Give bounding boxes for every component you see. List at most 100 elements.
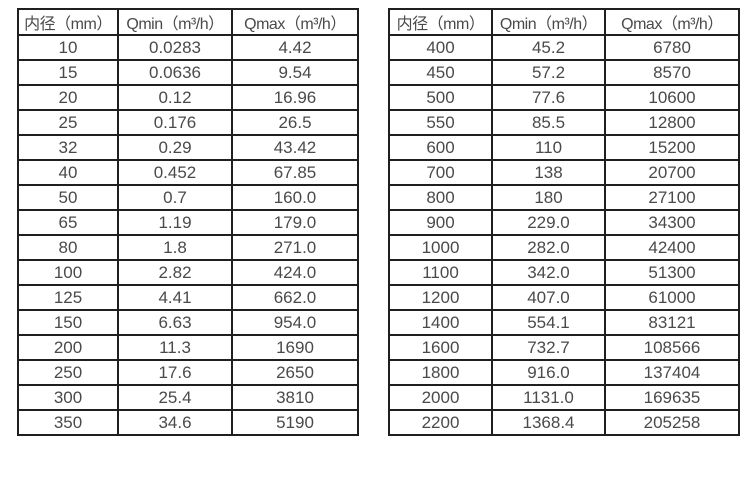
table-row: 2000 1131.0 169635: [388, 384, 740, 411]
table-header-row: 内径（mm） Qmin（m³/h） Qmax（m³/h）: [388, 8, 740, 36]
table-row: 40 0.452 67.85: [17, 159, 359, 186]
table-row: 800 180 27100: [388, 184, 740, 211]
table-row: 350 34.6 5190: [17, 409, 359, 436]
table-cell: 10600: [604, 84, 740, 111]
table-row: 600 110 15200: [388, 134, 740, 161]
table-cell: 2200: [388, 409, 493, 436]
table-cell: 43.42: [231, 134, 359, 161]
table-cell: 6780: [604, 34, 740, 61]
table-row: 500 77.6 10600: [388, 84, 740, 111]
table-cell: 400: [388, 34, 493, 61]
header-inner-diameter: 内径（mm）: [17, 8, 119, 36]
table-cell: 20700: [604, 159, 740, 186]
table-cell: 3810: [231, 384, 359, 411]
table-cell: 500: [388, 84, 493, 111]
table-cell: 34300: [604, 209, 740, 236]
table-cell: 25: [17, 109, 119, 136]
table-cell: 0.176: [117, 109, 233, 136]
table-cell: 0.0636: [117, 59, 233, 86]
table-row: 1600 732.7 108566: [388, 334, 740, 361]
table-row: 550 85.5 12800: [388, 109, 740, 136]
table-cell: 2000: [388, 384, 493, 411]
table-cell: 1200: [388, 284, 493, 311]
table-cell: 1800: [388, 359, 493, 386]
table-row: 20 0.12 16.96: [17, 84, 359, 111]
table-cell: 1400: [388, 309, 493, 336]
table-row: 10 0.0283 4.42: [17, 34, 359, 61]
table-cell: 34.6: [117, 409, 233, 436]
table-cell: 160.0: [231, 184, 359, 211]
table-cell: 8570: [604, 59, 740, 86]
table-row: 1800 916.0 137404: [388, 359, 740, 386]
table-cell: 600: [388, 134, 493, 161]
table-row: 65 1.19 179.0: [17, 209, 359, 236]
table-cell: 61000: [604, 284, 740, 311]
table-row: 2200 1368.4 205258: [388, 409, 740, 436]
table-cell: 1.8: [117, 234, 233, 261]
table-row: 150 6.63 954.0: [17, 309, 359, 336]
table-header-row: 内径（mm） Qmin（m³/h） Qmax（m³/h）: [17, 8, 359, 36]
table-cell: 150: [17, 309, 119, 336]
table-cell: 271.0: [231, 234, 359, 261]
table-cell: 137404: [604, 359, 740, 386]
table-cell: 200: [17, 334, 119, 361]
table-row: 1200 407.0 61000: [388, 284, 740, 311]
table-cell: 40: [17, 159, 119, 186]
table-cell: 662.0: [231, 284, 359, 311]
table-cell: 250: [17, 359, 119, 386]
table-cell: 1690: [231, 334, 359, 361]
table-cell: 916.0: [491, 359, 606, 386]
table-cell: 0.29: [117, 134, 233, 161]
table-cell: 700: [388, 159, 493, 186]
table-cell: 27100: [604, 184, 740, 211]
table-cell: 300: [17, 384, 119, 411]
table-cell: 83121: [604, 309, 740, 336]
table-cell: 25.4: [117, 384, 233, 411]
table-cell: 0.0283: [117, 34, 233, 61]
table-row: 80 1.8 271.0: [17, 234, 359, 261]
table-cell: 20: [17, 84, 119, 111]
table-row: 1100 342.0 51300: [388, 259, 740, 286]
table-row: 200 11.3 1690: [17, 334, 359, 361]
table-cell: 800: [388, 184, 493, 211]
table-cell: 1131.0: [491, 384, 606, 411]
table-cell: 80: [17, 234, 119, 261]
header-qmin: Qmin（m³/h）: [491, 8, 606, 36]
table-cell: 67.85: [231, 159, 359, 186]
table-cell: 16.96: [231, 84, 359, 111]
header-qmin: Qmin（m³/h）: [117, 8, 233, 36]
table-cell: 1000: [388, 234, 493, 261]
table-cell: 32: [17, 134, 119, 161]
table-cell: 0.7: [117, 184, 233, 211]
table-cell: 125: [17, 284, 119, 311]
table-row: 50 0.7 160.0: [17, 184, 359, 211]
table-cell: 100: [17, 259, 119, 286]
table-cell: 550: [388, 109, 493, 136]
table-row: 125 4.41 662.0: [17, 284, 359, 311]
header-qmax: Qmax（m³/h）: [604, 8, 740, 36]
table-row: 1000 282.0 42400: [388, 234, 740, 261]
table-row: 15 0.0636 9.54: [17, 59, 359, 86]
table-cell: 77.6: [491, 84, 606, 111]
table-cell: 45.2: [491, 34, 606, 61]
table-row: 700 138 20700: [388, 159, 740, 186]
table-row: 1400 554.1 83121: [388, 309, 740, 336]
table-row: 25 0.176 26.5: [17, 109, 359, 136]
table-cell: 11.3: [117, 334, 233, 361]
header-inner-diameter: 内径（mm）: [388, 8, 493, 36]
table-cell: 179.0: [231, 209, 359, 236]
table-cell: 17.6: [117, 359, 233, 386]
table-cell: 9.54: [231, 59, 359, 86]
table-cell: 85.5: [491, 109, 606, 136]
table-cell: 282.0: [491, 234, 606, 261]
table-cell: 12800: [604, 109, 740, 136]
table-cell: 15: [17, 59, 119, 86]
table-cell: 2.82: [117, 259, 233, 286]
table-cell: 15200: [604, 134, 740, 161]
table-cell: 138: [491, 159, 606, 186]
table-cell: 1.19: [117, 209, 233, 236]
table-cell: 1600: [388, 334, 493, 361]
table-cell: 2650: [231, 359, 359, 386]
table-cell: 10: [17, 34, 119, 61]
table-cell: 110: [491, 134, 606, 161]
